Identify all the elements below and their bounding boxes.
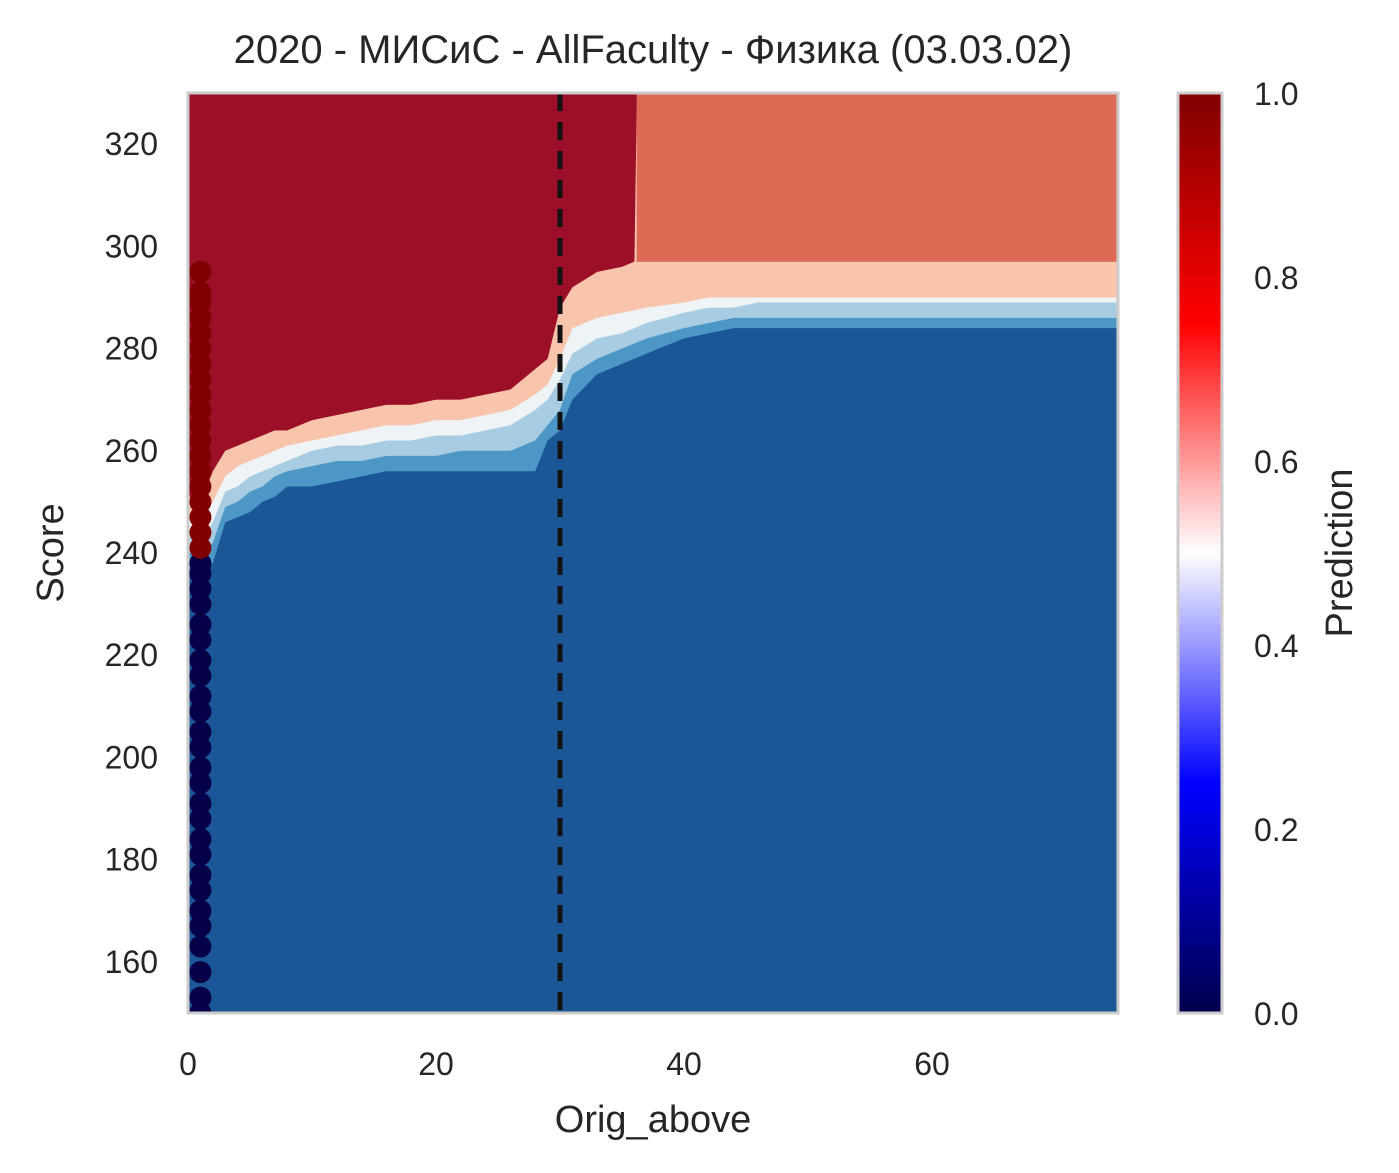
x-tick-label-20: 20: [418, 1046, 454, 1082]
scatter-point-14: [189, 736, 212, 759]
y-tick-label-240: 240: [105, 535, 158, 571]
colorbar-gradient: [1176, 91, 1224, 1015]
scatter-point-10: [189, 807, 212, 830]
contour-band-upper-right: [636, 93, 1118, 262]
colorbar-label: Prediction: [1319, 469, 1361, 638]
scatter-point-20: [189, 628, 212, 651]
scatter-point-33: [189, 429, 212, 452]
scatter-point-18: [189, 664, 212, 687]
scatter-point-12: [189, 772, 212, 794]
scatter-point-35: [189, 398, 212, 421]
colorbar-tick-1.0: 1.0: [1254, 76, 1298, 112]
scatter-point-34: [189, 414, 212, 437]
x-tick-label-40: 40: [666, 1046, 702, 1082]
scatter-point-31: [189, 460, 212, 483]
scatter-point-26: [189, 536, 212, 559]
scatter-point-15: [189, 720, 212, 743]
scatter-point-36: [189, 383, 212, 406]
y-tick-label-300: 300: [105, 228, 158, 264]
scatter-point-22: [189, 593, 212, 616]
colorbar: 0.0 0.2 0.4 0.6 0.8 1.0 Prediction: [1176, 76, 1361, 1032]
scatter-point-27: [189, 521, 212, 544]
colorbar-tick-0.2: 0.2: [1254, 812, 1298, 848]
colorbar-tick-0.0: 0.0: [1254, 996, 1298, 1032]
scatter-point-11: [189, 792, 212, 815]
y-tick-label-280: 280: [105, 331, 158, 367]
scatter-point-44: [189, 260, 212, 283]
scatter-point-32: [189, 444, 212, 467]
scatter-point-25: [189, 552, 212, 575]
y-axis-label: Score: [30, 503, 72, 602]
scatter-layer: [189, 260, 212, 1013]
scatter-point-19: [189, 649, 212, 672]
scatter-point-38: [189, 352, 212, 375]
scatter-point-4: [189, 915, 212, 938]
scatter-point-39: [189, 337, 212, 360]
scatter-point-2: [189, 961, 212, 984]
scatter-point-3: [189, 935, 212, 958]
x-tick-label-60: 60: [914, 1046, 950, 1082]
scatter-point-43: [189, 281, 212, 304]
scatter-point-30: [189, 475, 212, 498]
scatter-point-17: [189, 685, 212, 708]
colorbar-tick-0.6: 0.6: [1254, 444, 1298, 480]
y-tick-label-220: 220: [105, 637, 158, 673]
colorbar-tick-0.4: 0.4: [1254, 628, 1298, 664]
scatter-point-8: [189, 843, 212, 866]
scatter-point-1: [189, 986, 212, 1009]
scatter-point-28: [189, 506, 212, 529]
chart-title: 2020 - МИСиС - AllFaculty - Физика (03.0…: [234, 28, 1073, 72]
contour-band-high: [188, 93, 637, 497]
y-tick-label-180: 180: [105, 842, 158, 878]
x-tick-label-0: 0: [179, 1046, 197, 1082]
scatter-point-13: [189, 756, 212, 779]
x-axis-ticks: 0 20 40 60: [179, 1046, 950, 1082]
y-tick-label-320: 320: [105, 126, 158, 162]
scatter-point-40: [189, 322, 212, 345]
scatter-point-29: [189, 490, 212, 513]
colorbar-tick-0.8: 0.8: [1254, 260, 1298, 296]
colorbar-ticks: 0.0 0.2 0.4 0.6 0.8 1.0: [1254, 76, 1298, 1032]
y-tick-label-160: 160: [105, 944, 158, 980]
scatter-point-7: [189, 864, 212, 886]
scatter-point-9: [189, 828, 212, 851]
scatter-point-23: [189, 577, 212, 600]
scatter-point-21: [189, 613, 212, 636]
plot-area: [188, 93, 1118, 1013]
scatter-point-37: [189, 368, 212, 391]
contour-fill-layer: [188, 93, 1118, 569]
y-tick-label-200: 200: [105, 739, 158, 775]
scatter-point-41: [189, 306, 212, 329]
plot-frame: [186, 91, 1120, 1015]
y-axis-ticks: 160 180 200 220 240 260 280 300 320: [105, 126, 158, 980]
scatter-point-6: [189, 879, 212, 902]
x-axis-label: Orig_above: [555, 1099, 751, 1141]
scatter-point-16: [189, 700, 212, 723]
scatter-point-5: [189, 899, 212, 922]
y-tick-label-260: 260: [105, 433, 158, 469]
